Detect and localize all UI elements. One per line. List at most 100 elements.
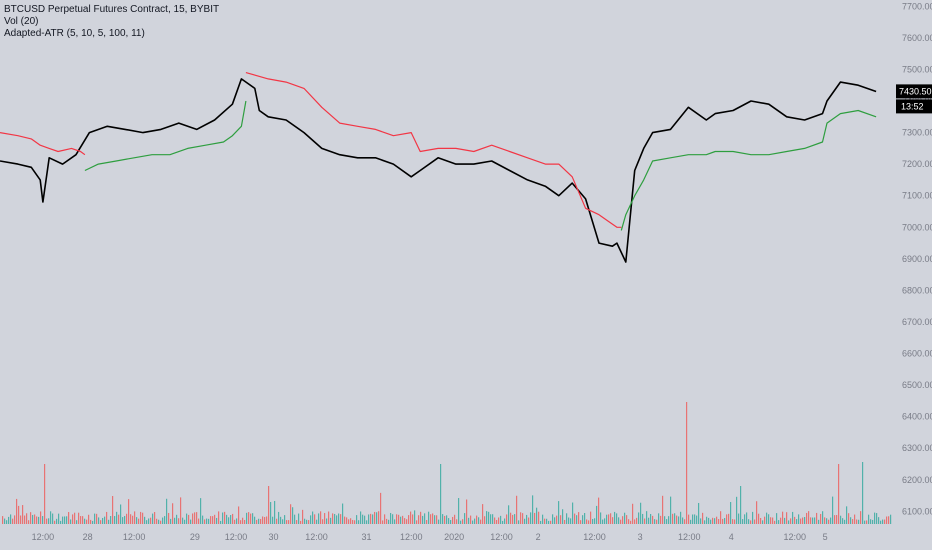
volume-bar — [596, 505, 598, 524]
volume-bar — [584, 512, 586, 524]
volume-bar — [370, 513, 372, 524]
volume-bar — [148, 518, 150, 524]
x-tick-label: 30 — [269, 532, 279, 542]
volume-bar — [24, 515, 26, 524]
volume-bar — [402, 515, 404, 524]
volume-bar — [548, 520, 550, 524]
volume-bar — [202, 515, 204, 524]
volume-bar — [208, 518, 210, 524]
volume-bar — [438, 519, 440, 524]
volume-bar — [870, 519, 872, 524]
volume-bar — [878, 517, 880, 524]
countdown-badge-bg — [896, 99, 932, 114]
volume-bar — [670, 496, 672, 524]
volume-bar — [766, 512, 768, 524]
volume-bar — [124, 515, 126, 524]
last-price-badge-bg — [896, 84, 932, 99]
volume-bar — [328, 511, 330, 524]
volume-bar — [736, 496, 738, 524]
volume-bar — [310, 515, 312, 524]
volume-bar — [850, 517, 852, 524]
volume-bar — [468, 517, 470, 524]
volume-bar — [634, 519, 636, 524]
volume-bar — [376, 512, 378, 524]
volume-bar — [366, 520, 368, 524]
volume-bar — [4, 518, 6, 524]
volume-bar — [80, 516, 82, 524]
volume-bar — [752, 511, 754, 524]
volume-bar — [588, 520, 590, 524]
volume-bar — [2, 516, 4, 524]
volume-bar — [838, 464, 840, 524]
volume-bar — [794, 516, 796, 524]
volume-bar — [480, 519, 482, 524]
volume-bar — [132, 515, 134, 524]
volume-bar — [180, 497, 182, 524]
legend-symbol-title[interactable]: BTCUSD Perpetual Futures Contract, 15, B… — [4, 4, 220, 15]
volume-bar — [22, 505, 24, 524]
volume-bar — [382, 520, 384, 524]
volume-bar — [836, 515, 838, 524]
volume-bar — [684, 519, 686, 524]
volume-bar — [334, 513, 336, 524]
volume-bar — [478, 517, 480, 524]
volume-bar — [778, 520, 780, 524]
volume-bar — [350, 518, 352, 524]
volume-bar — [442, 514, 444, 524]
volume-bar — [292, 507, 294, 524]
volume-bar — [220, 520, 222, 524]
volume-bar — [734, 519, 736, 524]
volume-bar — [100, 520, 102, 524]
volume-bar — [880, 520, 882, 524]
volume-bar — [524, 518, 526, 524]
volume-bar — [412, 514, 414, 524]
y-tick-label: 7100.00 — [902, 191, 932, 201]
volume-bar — [120, 504, 122, 524]
volume-bar — [780, 517, 782, 524]
volume-bar — [632, 503, 634, 524]
volume-bar — [540, 520, 542, 524]
volume-bar — [152, 513, 154, 524]
legend-volume[interactable]: Vol (20) — [4, 16, 39, 27]
volume-bar — [464, 513, 466, 524]
volume-bar — [698, 502, 700, 524]
volume-bar — [828, 519, 830, 524]
volume-bar — [552, 514, 554, 524]
volume-bar — [884, 519, 886, 524]
volume-bar — [88, 514, 90, 524]
volume-bar — [656, 519, 658, 524]
volume-bar — [592, 518, 594, 524]
volume-bar — [776, 513, 778, 524]
volume-bar — [242, 517, 244, 524]
volume-bar — [218, 511, 220, 524]
volume-bar — [94, 513, 96, 524]
volume-bar — [782, 511, 784, 524]
volume-bar — [368, 514, 370, 524]
volume-bar — [580, 520, 582, 524]
volume-bar — [274, 500, 276, 524]
volume-bar — [194, 512, 196, 524]
volume-bar — [532, 495, 534, 524]
volume-bar — [672, 513, 674, 524]
volume-bar — [246, 512, 248, 524]
volume-bar — [170, 518, 172, 524]
legend-indicator[interactable]: Adapted-ATR (5, 10, 5, 100, 11) — [4, 28, 145, 39]
volume-bar — [436, 515, 438, 524]
volume-bar — [138, 518, 140, 524]
last-price-badge: 7430.50 13:52 — [896, 84, 932, 114]
last-price-value: 7430.50 — [899, 86, 932, 96]
volume-bar — [860, 511, 862, 524]
volume-bar — [204, 519, 206, 524]
volume-bar — [106, 511, 108, 524]
volume-bar — [420, 511, 422, 524]
volume-bar — [530, 512, 532, 524]
volume-bar — [630, 520, 632, 524]
volume-bar — [426, 520, 428, 524]
price-axis: 6100.00 6200.00 6300.00 6400.00 6500.00 6600.… — [902, 1, 932, 516]
volume-bar — [300, 520, 302, 524]
volume-bar — [104, 516, 106, 524]
volume-bar — [248, 512, 250, 524]
volume-bar — [178, 518, 180, 524]
